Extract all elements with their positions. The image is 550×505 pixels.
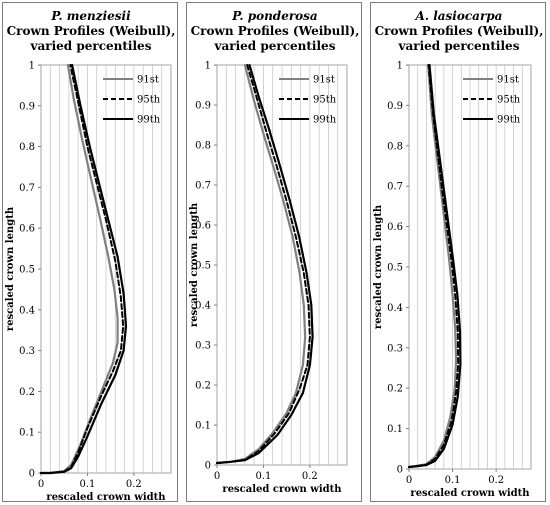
- x-tick-label: 0.1: [79, 479, 95, 490]
- y-tick-label: 0.5: [19, 265, 35, 276]
- y-axis-label: rescaled crown length: [373, 204, 384, 329]
- x-axis-label: rescaled crown width: [46, 492, 166, 503]
- legend-label-95th: 95th: [497, 95, 521, 106]
- x-tick-label: 0.2: [488, 475, 504, 486]
- chart-title-line: Crown Profiles (Weibull),: [375, 24, 544, 38]
- y-tick-label: 0.4: [387, 303, 403, 314]
- y-tick-label: 0.8: [387, 141, 403, 152]
- y-tick-label: 0.9: [19, 101, 35, 112]
- legend-label-99th: 99th: [313, 115, 337, 126]
- legend-label-91st: 91st: [497, 75, 519, 86]
- x-tick-label: 0.2: [126, 479, 142, 490]
- legend-label-95th: 95th: [137, 95, 161, 106]
- legend-label-91st: 91st: [137, 75, 159, 86]
- y-tick-label: 0.6: [387, 222, 403, 233]
- y-tick-label: 0.4: [19, 305, 35, 316]
- series-line-95th: [216, 64, 311, 464]
- y-tick-label: 1: [397, 61, 403, 72]
- y-tick-label: 0.5: [195, 261, 211, 272]
- chart-panel-lasiocarpa: A. lasiocarpa Crown Profiles (Weibull), va…: [370, 2, 546, 502]
- chart-panel-menziesii: P. menziesii Crown Profiles (Weibull), var…: [2, 2, 178, 503]
- series-line-99th: [407, 63, 462, 469]
- y-tick-label: 0.4: [195, 301, 211, 312]
- y-tick-label: 0.7: [19, 183, 35, 194]
- series-line-95th: [408, 64, 460, 468]
- x-tick-label: 0: [214, 471, 220, 482]
- legend-label-99th: 99th: [137, 115, 161, 126]
- x-tick-label: 0.1: [255, 471, 271, 482]
- x-axis-label: rescaled crown width: [410, 488, 530, 499]
- y-tick-label: 0.1: [387, 424, 403, 435]
- y-tick-label: 0.3: [195, 341, 211, 352]
- chart-title-species: A. lasiocarpa: [415, 9, 503, 23]
- y-tick-label: 0: [205, 461, 211, 472]
- chart-title-line: varied percentiles: [398, 39, 520, 53]
- legend-label-99th: 99th: [497, 115, 521, 126]
- y-tick-label: 0.6: [195, 221, 211, 232]
- series-line-99th: [215, 63, 314, 465]
- y-tick-label: 1: [205, 61, 211, 72]
- y-tick-label: 0.2: [387, 384, 403, 395]
- legend-label-91st: 91st: [313, 75, 335, 86]
- chart-title-line: Crown Profiles (Weibull),: [191, 24, 360, 38]
- y-tick-label: 0: [397, 465, 403, 476]
- x-tick-label: 0.2: [302, 471, 318, 482]
- x-tick-label: 0.1: [445, 475, 461, 486]
- y-tick-label: 0.7: [195, 181, 211, 192]
- x-axis-label: rescaled crown width: [222, 484, 342, 495]
- y-tick-label: 0.2: [195, 381, 211, 392]
- y-tick-label: 0.9: [387, 101, 403, 112]
- y-tick-label: 0.3: [19, 346, 35, 357]
- y-tick-label: 0.8: [195, 141, 211, 152]
- y-axis-label: rescaled crown length: [5, 206, 16, 331]
- y-tick-label: 0.3: [387, 343, 403, 354]
- series-line-91st: [407, 63, 458, 469]
- series-line-91st: [215, 63, 307, 465]
- y-tick-label: 0.7: [387, 182, 403, 193]
- y-tick-label: 0.9: [195, 101, 211, 112]
- chart-title-line: varied percentiles: [30, 39, 152, 53]
- y-tick-label: 1: [29, 61, 35, 72]
- y-tick-label: 0: [29, 469, 35, 480]
- legend-label-95th: 95th: [313, 95, 337, 106]
- series-line-99th: [39, 63, 128, 475]
- y-tick-label: 0.1: [19, 428, 35, 439]
- y-axis-label: rescaled crown length: [189, 202, 200, 327]
- y-tick-label: 0.6: [19, 224, 35, 235]
- x-tick-label: 0: [38, 479, 44, 490]
- chart-panel-ponderosa: P. ponderosa Crown Profiles (Weibull), var…: [186, 2, 362, 502]
- y-tick-label: 0.5: [387, 263, 403, 274]
- chart-title-line: Crown Profiles (Weibull),: [7, 24, 176, 38]
- y-tick-label: 0.1: [195, 421, 211, 432]
- chart-title-line: varied percentiles: [214, 39, 336, 53]
- y-tick-label: 0.8: [19, 142, 35, 153]
- y-tick-label: 0.2: [19, 387, 35, 398]
- chart-title-species: P. ponderosa: [231, 9, 317, 23]
- x-tick-label: 0: [406, 475, 412, 486]
- series-line-91st: [39, 63, 119, 475]
- chart-title-species: P. menziesii: [50, 9, 131, 23]
